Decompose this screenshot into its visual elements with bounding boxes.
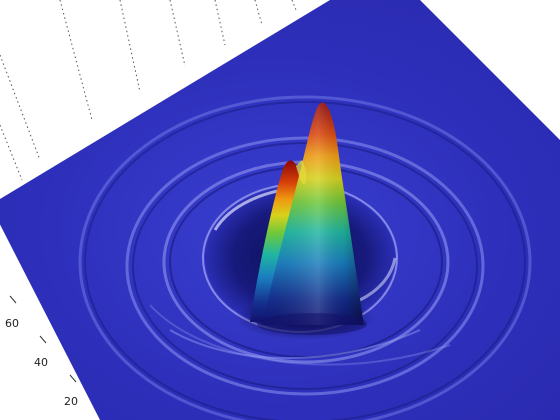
ripple-streak <box>149 304 451 366</box>
surface-peak <box>235 102 375 340</box>
grid-line <box>254 0 263 26</box>
grid-line <box>0 54 41 161</box>
grid-line <box>169 0 186 67</box>
axis-tick <box>9 295 17 304</box>
grid-line <box>0 124 23 181</box>
y-tick-label: 40 <box>34 356 48 369</box>
ripple-ring <box>78 95 532 420</box>
y-tick-label: 20 <box>64 395 78 408</box>
peak-notch <box>296 160 307 185</box>
grid-line <box>119 0 141 93</box>
main-peak-shading <box>262 102 364 325</box>
grid-lines <box>0 0 297 181</box>
y-tick-label: 60 <box>5 317 19 330</box>
grid-line <box>214 0 226 46</box>
rim-highlight <box>359 257 397 302</box>
ripple-streak <box>169 329 421 360</box>
ripple-ring <box>84 101 526 420</box>
axis-tick <box>39 335 47 344</box>
ripple-ring <box>125 136 485 396</box>
grid-line <box>59 0 93 121</box>
grid-line <box>291 0 297 11</box>
ripple-ring <box>132 142 478 390</box>
axis-tick <box>69 374 77 383</box>
peak-base-mesh <box>257 313 367 335</box>
y-axis: 60 40 20 <box>5 295 78 408</box>
